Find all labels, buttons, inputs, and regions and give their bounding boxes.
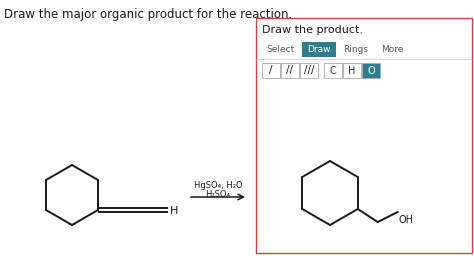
Text: //: //: [286, 66, 293, 76]
Text: O: O: [367, 66, 375, 76]
Text: Draw the major organic product for the reaction.: Draw the major organic product for the r…: [4, 8, 292, 21]
Bar: [256, 18, 472, 253]
Bar: [362, 63, 380, 78]
Text: Select: Select: [267, 45, 295, 54]
Text: More: More: [381, 45, 403, 54]
Text: OH: OH: [399, 215, 414, 225]
Bar: [262, 63, 280, 78]
Text: H₂SO₄: H₂SO₄: [206, 190, 230, 199]
Text: HgSO₄, H₂O: HgSO₄, H₂O: [194, 181, 242, 190]
Text: Draw: Draw: [307, 45, 331, 54]
Bar: [300, 63, 318, 78]
Bar: [281, 63, 299, 78]
Text: H: H: [348, 66, 356, 76]
Bar: [302, 42, 336, 57]
Text: /: /: [269, 66, 273, 76]
Text: Rings: Rings: [344, 45, 368, 54]
Text: ///: ///: [304, 66, 314, 76]
Bar: [324, 63, 342, 78]
Text: Draw the product.: Draw the product.: [262, 25, 363, 35]
Text: H: H: [170, 206, 178, 216]
Bar: [343, 63, 361, 78]
Text: C: C: [329, 66, 337, 76]
